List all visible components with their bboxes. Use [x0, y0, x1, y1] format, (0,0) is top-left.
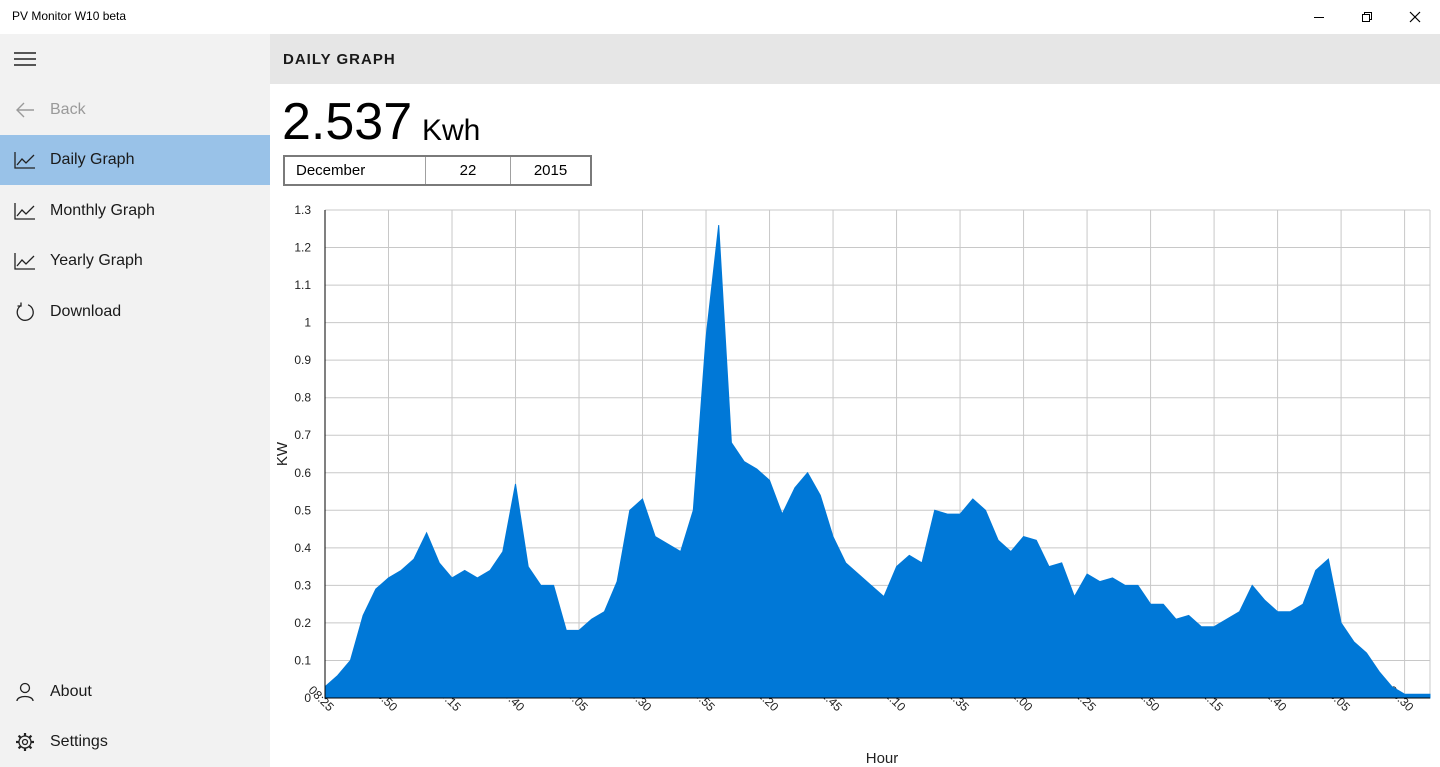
x-axis-title: Hour: [866, 750, 899, 767]
y-tick-label: 0.4: [294, 541, 311, 555]
y-tick-label: 0.1: [294, 653, 311, 667]
navigation-pane: Back Daily Graph Monthly Graph Yearly Gr…: [0, 34, 270, 767]
nav-item-label: Download: [50, 303, 122, 320]
date-picker[interactable]: December 22 2015: [283, 155, 592, 186]
y-tick-label: 1: [304, 316, 311, 330]
back-label: Back: [50, 101, 86, 118]
y-tick-label: 0.2: [294, 616, 311, 630]
date-picker-day[interactable]: 22: [426, 157, 511, 184]
y-tick-label: 0: [304, 691, 311, 705]
line-chart-icon: [14, 253, 35, 270]
restore-icon: [1362, 12, 1372, 22]
page-title: DAILY GRAPH: [283, 51, 396, 68]
nav-item-monthly-graph[interactable]: Monthly Graph: [0, 186, 270, 236]
nav-item-label: Daily Graph: [50, 151, 135, 168]
y-tick-label: 0.8: [294, 391, 311, 405]
nav-item-label: About: [50, 683, 92, 700]
y-tick-label: 1.1: [294, 278, 311, 292]
nav-item-label: Yearly Graph: [50, 252, 143, 269]
nav-item-label: Settings: [50, 733, 108, 750]
hamburger-button[interactable]: [0, 34, 50, 84]
date-picker-year[interactable]: 2015: [533, 162, 568, 179]
y-axis-title: KW: [274, 441, 291, 466]
line-chart-icon: [14, 152, 35, 169]
minimize-button[interactable]: [1296, 0, 1342, 34]
y-tick-label: 0.6: [294, 466, 311, 480]
y-tick-label: 0.7: [294, 428, 311, 442]
title-bar: PV Monitor W10 beta: [0, 0, 1440, 34]
close-button[interactable]: [1392, 0, 1438, 34]
page-header: DAILY GRAPH: [270, 34, 1440, 84]
y-tick-label: 0.3: [294, 578, 311, 592]
date-picker-month[interactable]: December: [285, 157, 426, 184]
gear-icon: [16, 733, 34, 751]
daily-power-chart: 00.10.20.30.40.50.60.70.80.911.11.21.308…: [274, 203, 1431, 767]
app-title: PV Monitor W10 beta: [12, 9, 127, 23]
refresh-icon: [16, 302, 34, 321]
power-area-series: [324, 224, 1431, 699]
nav-item-label: Monthly Graph: [50, 202, 155, 219]
person-icon: [16, 682, 34, 702]
y-tick-label: 1.3: [294, 203, 311, 217]
nav-item-download[interactable]: Download: [0, 287, 270, 337]
nav-item-about[interactable]: About: [0, 667, 270, 717]
nav-item-settings[interactable]: Settings: [0, 717, 270, 767]
line-chart-icon: [14, 203, 35, 220]
y-tick-label: 1.2: [294, 241, 311, 255]
close-icon: [1409, 11, 1421, 23]
nav-item-daily-graph[interactable]: Daily Graph: [0, 135, 270, 185]
restore-button[interactable]: [1344, 0, 1390, 34]
back-arrow-icon: [16, 102, 34, 118]
energy-total-value: 2.537: [282, 93, 413, 151]
y-tick-label: 0.5: [294, 503, 311, 517]
back-button[interactable]: Back: [0, 85, 270, 135]
hamburger-icon: [14, 52, 36, 66]
energy-unit: Kwh: [422, 114, 481, 147]
minimize-icon: [1314, 17, 1324, 18]
y-tick-label: 0.9: [294, 353, 311, 367]
nav-item-yearly-graph[interactable]: Yearly Graph: [0, 236, 270, 286]
